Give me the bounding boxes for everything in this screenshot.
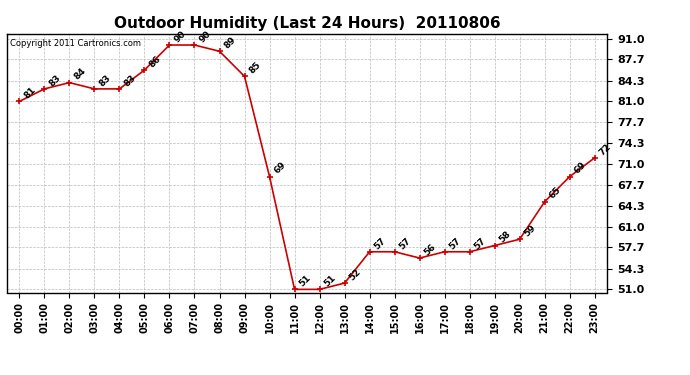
Text: 84: 84 bbox=[72, 66, 88, 82]
Text: Copyright 2011 Cartronics.com: Copyright 2011 Cartronics.com bbox=[10, 39, 141, 48]
Text: 69: 69 bbox=[573, 160, 588, 176]
Text: 57: 57 bbox=[473, 236, 488, 251]
Text: 57: 57 bbox=[447, 236, 463, 251]
Text: 65: 65 bbox=[547, 186, 562, 201]
Text: 90: 90 bbox=[197, 29, 213, 44]
Text: 86: 86 bbox=[147, 54, 162, 69]
Text: 57: 57 bbox=[373, 236, 388, 251]
Text: 83: 83 bbox=[47, 73, 62, 88]
Text: 51: 51 bbox=[297, 273, 313, 289]
Text: 83: 83 bbox=[97, 73, 112, 88]
Text: 85: 85 bbox=[247, 60, 262, 76]
Text: 72: 72 bbox=[598, 142, 613, 157]
Title: Outdoor Humidity (Last 24 Hours)  20110806: Outdoor Humidity (Last 24 Hours) 2011080… bbox=[114, 16, 500, 31]
Text: 89: 89 bbox=[222, 35, 237, 51]
Text: 59: 59 bbox=[522, 223, 538, 238]
Text: 58: 58 bbox=[497, 230, 513, 245]
Text: 52: 52 bbox=[347, 267, 362, 282]
Text: 83: 83 bbox=[122, 73, 137, 88]
Text: 57: 57 bbox=[397, 236, 413, 251]
Text: 56: 56 bbox=[422, 242, 437, 257]
Text: 69: 69 bbox=[273, 160, 288, 176]
Text: 81: 81 bbox=[22, 86, 37, 100]
Text: 90: 90 bbox=[172, 29, 188, 44]
Text: 51: 51 bbox=[322, 273, 337, 289]
